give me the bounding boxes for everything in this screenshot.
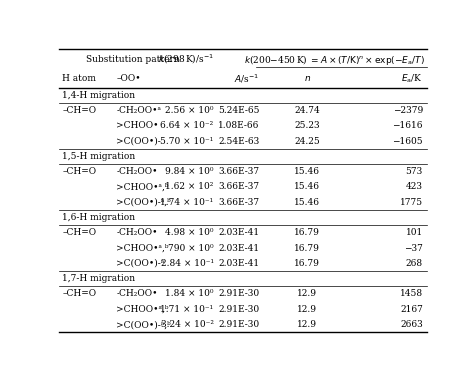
- Text: 15.46: 15.46: [294, 198, 320, 207]
- Text: −37: −37: [404, 244, 423, 253]
- Text: 268: 268: [406, 259, 423, 268]
- Text: >CHOO•: >CHOO•: [116, 121, 159, 130]
- Text: 1,6-H migration: 1,6-H migration: [62, 213, 135, 222]
- Text: 12.9: 12.9: [297, 305, 317, 314]
- Text: –OO•: –OO•: [116, 74, 141, 83]
- Text: –CH=O: –CH=O: [62, 167, 96, 176]
- Text: –CH=O: –CH=O: [62, 106, 96, 115]
- Text: 3.24 × 10⁻²: 3.24 × 10⁻²: [161, 320, 213, 329]
- Text: $k$(200$-$450$\,$K) $= A \times (T/{\rm K})^{n} \times \exp(-E_{\rm a}/T)$: $k$(200$-$450$\,$K) $= A \times (T/{\rm …: [244, 53, 425, 67]
- Text: 2663: 2663: [400, 320, 423, 329]
- Text: 16.79: 16.79: [294, 259, 320, 268]
- Text: 2.54E-63: 2.54E-63: [218, 137, 259, 146]
- Text: 1,4-H migration: 1,4-H migration: [62, 91, 135, 100]
- Text: 1.71 × 10⁻¹: 1.71 × 10⁻¹: [160, 305, 213, 314]
- Text: 790 × 10⁰: 790 × 10⁰: [168, 244, 213, 253]
- Text: 2.91E-30: 2.91E-30: [219, 320, 259, 329]
- Text: 1.62 × 10²: 1.62 × 10²: [165, 182, 213, 191]
- Text: 2.03E-41: 2.03E-41: [219, 259, 259, 268]
- Text: H atom: H atom: [62, 74, 96, 83]
- Text: 15.46: 15.46: [294, 167, 320, 176]
- Text: 3.66E-37: 3.66E-37: [219, 198, 259, 207]
- Text: −1605: −1605: [392, 137, 423, 146]
- Text: $n$: $n$: [304, 74, 311, 83]
- Text: -CH₂OO•: -CH₂OO•: [116, 289, 158, 298]
- Text: 6.64 × 10⁻²: 6.64 × 10⁻²: [160, 121, 213, 130]
- Text: 2.03E-41: 2.03E-41: [219, 228, 259, 237]
- Text: 2.56 × 10⁰: 2.56 × 10⁰: [165, 106, 213, 115]
- Text: 1.74 × 10⁻¹: 1.74 × 10⁻¹: [160, 198, 213, 207]
- Text: $E_{\rm a}$/K: $E_{\rm a}$/K: [401, 73, 423, 85]
- Text: 101: 101: [406, 228, 423, 237]
- Text: -CH₂OO•: -CH₂OO•: [116, 228, 158, 237]
- Text: −1616: −1616: [392, 121, 423, 130]
- Text: 2.91E-30: 2.91E-30: [219, 305, 259, 314]
- Text: 12.9: 12.9: [297, 289, 317, 298]
- Text: 423: 423: [406, 182, 423, 191]
- Text: 1.84 × 10⁰: 1.84 × 10⁰: [165, 289, 213, 298]
- Text: $k$(298$\,$K)/s$^{-1}$: $k$(298$\,$K)/s$^{-1}$: [157, 53, 213, 66]
- Text: >C(OO•)-: >C(OO•)-: [116, 137, 161, 146]
- Text: 16.79: 16.79: [294, 244, 320, 253]
- Text: –CH=O: –CH=O: [62, 228, 96, 237]
- Text: 25.23: 25.23: [294, 121, 320, 130]
- Text: $A$/s$^{-1}$: $A$/s$^{-1}$: [234, 73, 259, 85]
- Text: >C(OO•)-ᵃ: >C(OO•)-ᵃ: [116, 259, 164, 268]
- Text: 15.46: 15.46: [294, 182, 320, 191]
- Text: >CHOO•ᵃ,ᵇ: >CHOO•ᵃ,ᵇ: [116, 305, 169, 314]
- Text: −2379: −2379: [392, 106, 423, 115]
- Text: >C(OO•)-ᵃ,ᵇ: >C(OO•)-ᵃ,ᵇ: [116, 320, 171, 329]
- Text: -CH₂OO•: -CH₂OO•: [116, 167, 158, 176]
- Text: 1.08E-66: 1.08E-66: [218, 121, 259, 130]
- Text: 9.84 × 10⁰: 9.84 × 10⁰: [165, 167, 213, 176]
- Text: 24.25: 24.25: [294, 137, 320, 146]
- Text: 1458: 1458: [400, 289, 423, 298]
- Text: 5.70 × 10⁻¹: 5.70 × 10⁻¹: [160, 137, 213, 146]
- Text: 2.91E-30: 2.91E-30: [219, 289, 259, 298]
- Text: 1,5-H migration: 1,5-H migration: [62, 152, 136, 161]
- Text: 2.03E-41: 2.03E-41: [219, 244, 259, 253]
- Text: 12.9: 12.9: [297, 320, 317, 329]
- Text: 2167: 2167: [400, 305, 423, 314]
- Text: Substitution pattern: Substitution pattern: [86, 55, 180, 64]
- Text: –CH=O: –CH=O: [62, 289, 96, 298]
- Text: 16.79: 16.79: [294, 228, 320, 237]
- Text: 3.66E-37: 3.66E-37: [219, 167, 259, 176]
- Text: 2.84 × 10⁻¹: 2.84 × 10⁻¹: [161, 259, 213, 268]
- Text: 5.24E-65: 5.24E-65: [218, 106, 259, 115]
- Text: >CHOO•ᵃ,ᵇ: >CHOO•ᵃ,ᵇ: [116, 182, 169, 191]
- Text: >CHOO•ᵃ,ᵇ: >CHOO•ᵃ,ᵇ: [116, 244, 169, 253]
- Text: 1775: 1775: [400, 198, 423, 207]
- Text: 573: 573: [406, 167, 423, 176]
- Text: >C(OO•)-ᵃ,ᵇ: >C(OO•)-ᵃ,ᵇ: [116, 198, 171, 207]
- Text: 4.98 × 10⁰: 4.98 × 10⁰: [165, 228, 213, 237]
- Text: 1,7-H migration: 1,7-H migration: [62, 274, 135, 283]
- Text: 3.66E-37: 3.66E-37: [219, 182, 259, 191]
- Text: -CH₂OO•ᵃ: -CH₂OO•ᵃ: [116, 106, 161, 115]
- Text: 24.74: 24.74: [294, 106, 320, 115]
